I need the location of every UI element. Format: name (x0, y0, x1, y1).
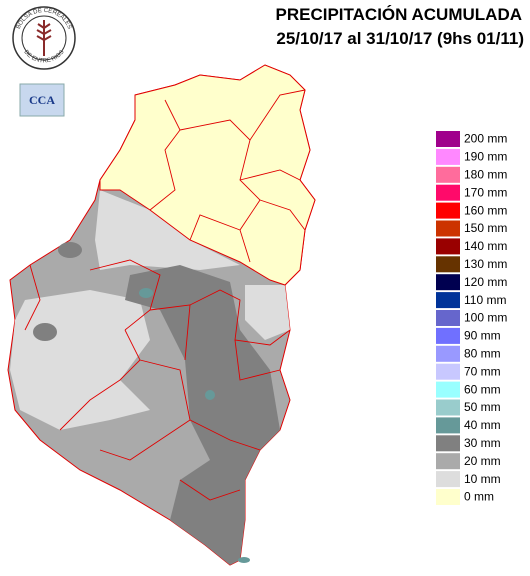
province-map (7, 64, 316, 566)
legend-label: 50 mm (464, 400, 501, 414)
legend-label: 150 mm (464, 221, 507, 235)
legend-swatch (436, 399, 460, 416)
legend-label: 70 mm (464, 364, 501, 378)
legend-swatch (436, 292, 460, 309)
legend-label: 60 mm (464, 382, 501, 396)
legend-swatch (436, 345, 460, 362)
legend-label: 30 mm (464, 436, 501, 450)
cca-logo: CCA (19, 83, 65, 117)
legend-swatch (436, 327, 460, 344)
cca-label: CCA (29, 93, 55, 107)
legend-swatch (436, 310, 460, 326)
legend-label: 190 mm (464, 150, 507, 164)
legend-swatch (436, 202, 460, 219)
legend: 200 mm 190 mm 180 mm 170 mm 160 mm 150 mm 140 … (436, 131, 507, 505)
legend-label: 80 mm (464, 346, 501, 360)
legend-swatch (436, 166, 460, 183)
subtitle: 25/10/17 al 31/10/17 (9hs 01/11) (276, 29, 524, 48)
title: PRECIPITACIÓN ACUMULADA (276, 5, 523, 24)
legend-label: 20 mm (464, 454, 501, 468)
legend-swatch (436, 256, 460, 273)
legend-swatch (436, 274, 460, 291)
legend-label: 120 mm (464, 275, 507, 289)
legend-label: 180 mm (464, 167, 507, 181)
legend-swatch (436, 220, 460, 237)
legend-swatch (436, 453, 460, 470)
legend-label: 40 mm (464, 418, 501, 432)
legend-label: 170 mm (464, 185, 507, 199)
legend-label: 140 mm (464, 239, 507, 253)
legend-swatch (436, 238, 460, 255)
legend-swatch (436, 184, 460, 201)
legend-swatch (436, 131, 460, 147)
legend-label: 130 mm (464, 257, 507, 271)
legend-label: 10 mm (464, 472, 501, 486)
legend-label: 110 mm (464, 293, 506, 307)
bolsa-logo: BOLSA DE CEREALES DE ENTRE RIOS (12, 6, 76, 70)
legend-swatch (436, 435, 460, 452)
legend-swatch (436, 148, 460, 165)
legend-swatch (436, 471, 460, 488)
legend-label: 160 mm (464, 203, 507, 217)
legend-swatch (436, 381, 460, 398)
legend-label: 90 mm (464, 329, 501, 343)
legend-swatch (436, 489, 460, 505)
legend-label: 200 mm (464, 132, 507, 146)
legend-swatch (436, 417, 460, 434)
legend-label: 100 mm (464, 311, 507, 325)
legend-label: 0 mm (464, 490, 494, 504)
legend-swatch (436, 363, 460, 380)
